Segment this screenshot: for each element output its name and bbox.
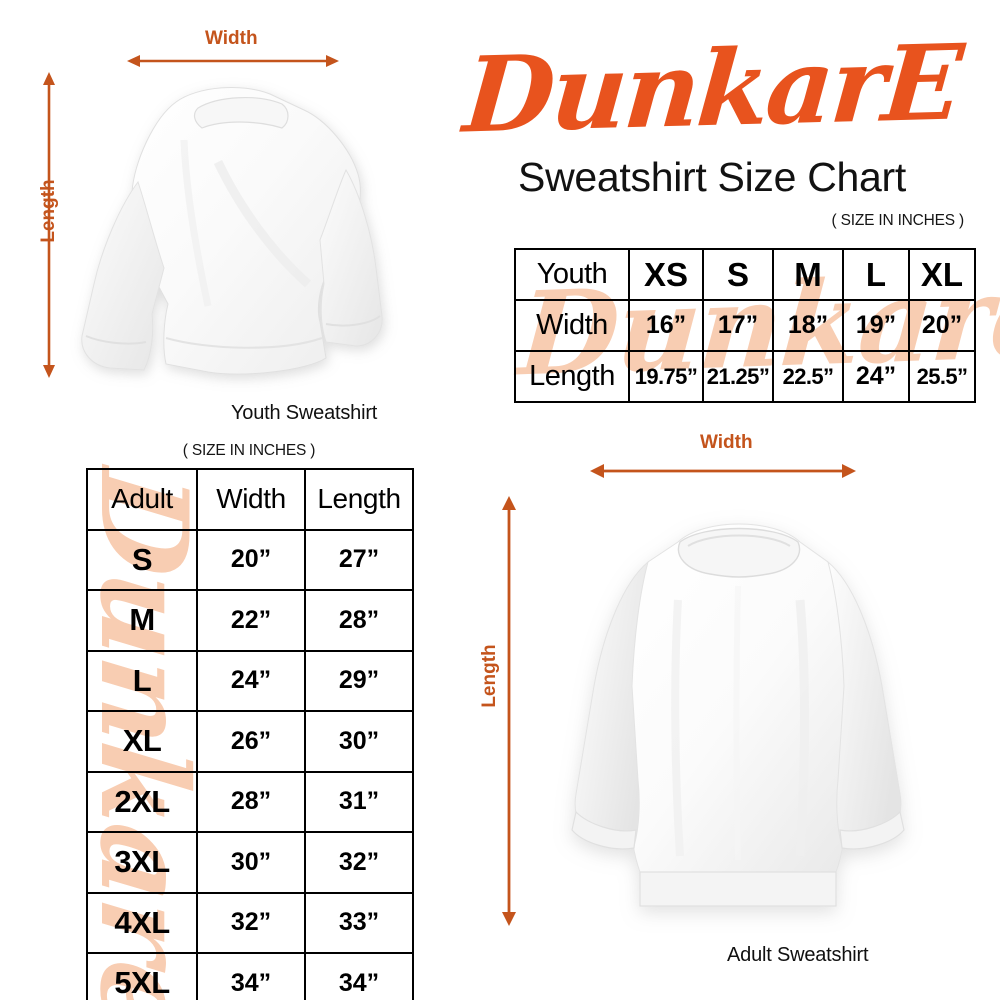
youth-length-xs: 19.75” <box>628 350 704 403</box>
adult-width-3xl: 30” <box>196 831 306 894</box>
adult-length-arrow-icon <box>502 496 516 926</box>
youth-sweatshirt-illustration <box>81 87 383 375</box>
table-row: Youth XS S M L XL <box>514 248 976 301</box>
adult-size-m: M <box>86 589 198 652</box>
adult-col-header-width: Width <box>196 468 306 531</box>
youth-width-l: 19” <box>842 299 910 352</box>
brand-logo: DunkarE <box>459 20 965 157</box>
table-row: S 20” 27” <box>86 528 414 591</box>
adult-length-2xl: 31” <box>304 770 414 833</box>
table-row: 4XL 32” 33” <box>86 891 414 954</box>
adult-width-arrow-icon <box>590 464 856 478</box>
adult-width-5xl: 34” <box>196 952 306 1000</box>
youth-sweatshirt-caption: Youth Sweatshirt <box>231 402 378 424</box>
adult-sweatshirt-illustration <box>571 523 905 907</box>
adult-width-l: 24” <box>196 649 306 712</box>
page-title: Sweatshirt Size Chart <box>518 154 906 200</box>
adult-width-xl: 26” <box>196 710 306 773</box>
youth-length-header: Length <box>514 350 630 403</box>
youth-size-l: L <box>842 248 910 301</box>
youth-size-xs: XS <box>628 248 704 301</box>
youth-length-s: 21.25” <box>702 350 774 403</box>
youth-length-xl: 25.5” <box>908 350 976 403</box>
adult-width-2xl: 28” <box>196 770 306 833</box>
adult-length-4xl: 33” <box>304 891 414 954</box>
table-row: Adult Width Length <box>86 468 414 531</box>
youth-size-table: Youth XS S M L XL Width 16” 17” 18” 19” … <box>514 248 976 403</box>
adult-length-xl: 30” <box>304 710 414 773</box>
table-row: 5XL 34” 34” <box>86 952 414 1000</box>
adult-width-measure-label: Width <box>700 432 753 453</box>
youth-units-note: ( SIZE IN INCHES ) <box>831 212 965 229</box>
adult-width-4xl: 32” <box>196 891 306 954</box>
brand-header: DunkarE Sweatshirt Size Chart ( SIZE IN … <box>432 21 992 238</box>
youth-size-xl: XL <box>908 248 976 301</box>
table-row: 2XL 28” 31” <box>86 770 414 833</box>
youth-row-header: Youth <box>514 248 630 301</box>
youth-size-m: M <box>772 248 844 301</box>
adult-size-xl: XL <box>86 710 198 773</box>
adult-size-5xl: 5XL <box>86 952 198 1000</box>
adult-size-4xl: 4XL <box>86 891 198 954</box>
adult-width-s: 20” <box>196 528 306 591</box>
table-row: Width 16” 17” 18” 19” 20” <box>514 299 976 352</box>
adult-length-l: 29” <box>304 649 414 712</box>
table-row: XL 26” 30” <box>86 710 414 773</box>
adult-size-s: S <box>86 528 198 591</box>
adult-size-l: L <box>86 649 198 712</box>
adult-sweatshirt-caption: Adult Sweatshirt <box>727 944 869 966</box>
adult-shirt-shape <box>571 523 905 907</box>
adult-width-m: 22” <box>196 589 306 652</box>
table-row: M 22” 28” <box>86 589 414 652</box>
adult-col-header-size: Adult <box>86 468 198 531</box>
youth-size-s: S <box>702 248 774 301</box>
youth-width-arrow-icon <box>127 55 339 67</box>
adult-size-table: Adult Width Length S 20” 27” M 22” 28” L… <box>86 468 414 1000</box>
adult-length-measure-label: Length <box>479 644 500 708</box>
table-row: 3XL 30” 32” <box>86 831 414 894</box>
youth-width-xs: 16” <box>628 299 704 352</box>
youth-length-m: 22.5” <box>772 350 844 403</box>
adult-units-note: ( SIZE IN INCHES ) <box>182 442 316 459</box>
youth-width-s: 17” <box>702 299 774 352</box>
youth-width-measure-label: Width <box>205 28 258 49</box>
youth-length-arrow-icon <box>43 72 55 378</box>
youth-width-m: 18” <box>772 299 844 352</box>
youth-shirt-shape <box>81 87 383 375</box>
adult-length-5xl: 34” <box>304 952 414 1000</box>
adult-length-m: 28” <box>304 589 414 652</box>
adult-col-header-length: Length <box>304 468 414 531</box>
youth-width-header: Width <box>514 299 630 352</box>
table-row: Length 19.75” 21.25” 22.5” 24” 25.5” <box>514 350 976 403</box>
adult-length-s: 27” <box>304 528 414 591</box>
adult-length-3xl: 32” <box>304 831 414 894</box>
adult-size-3xl: 3XL <box>86 831 198 894</box>
youth-length-l: 24” <box>842 350 910 403</box>
youth-width-xl: 20” <box>908 299 976 352</box>
adult-size-2xl: 2XL <box>86 770 198 833</box>
table-row: L 24” 29” <box>86 649 414 712</box>
